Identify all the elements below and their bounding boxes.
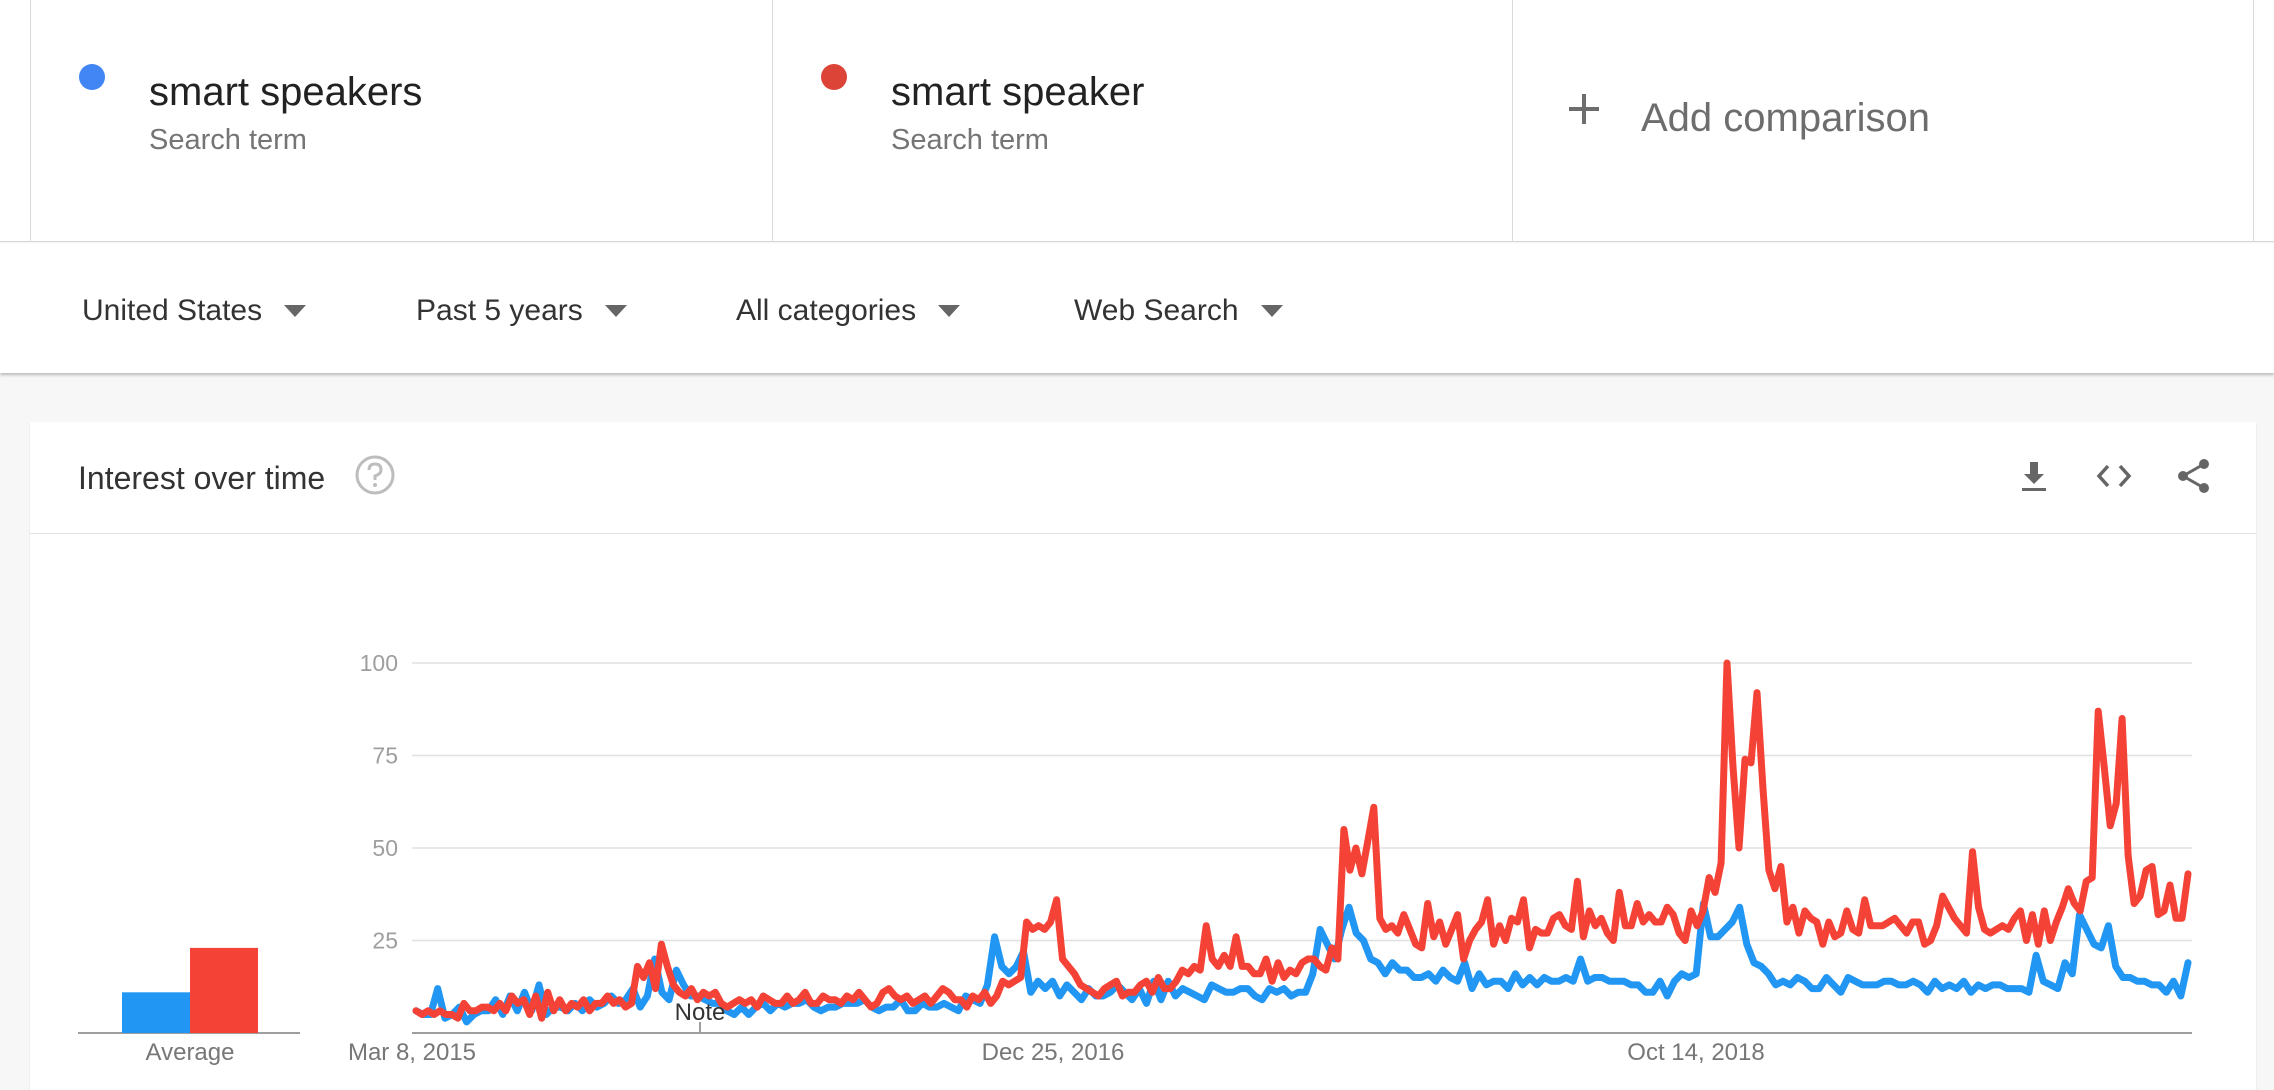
help-icon[interactable]	[354, 454, 396, 496]
download-icon[interactable]	[2014, 456, 2054, 496]
add-comparison-button[interactable]: Add comparison	[1512, 0, 2254, 242]
x-tick-label: Oct 14, 2018	[1627, 1039, 1764, 1066]
panel-title: Interest over time	[78, 460, 326, 496]
category-filter-label: All categories	[736, 294, 917, 327]
search-type-filter-label: Web Search	[1074, 294, 1239, 327]
term-name[interactable]: smart speaker	[891, 70, 1145, 114]
average-bar[interactable]	[122, 992, 190, 1033]
interest-over-time-panel: Interest over time 25 50 75 100 Mar 8, 2015 D…	[30, 422, 2256, 1090]
average-bar[interactable]	[190, 947, 258, 1033]
x-tick-label: Mar 8, 2015	[348, 1039, 476, 1066]
term-card-smart-speaker[interactable]: smart speaker Search term	[772, 0, 1512, 242]
interest-over-time-chart: 25 50 75 100 Mar 8, 2015 Dec 25, 2016 Oct 14, …	[78, 650, 2192, 1066]
search-type-filter[interactable]: Web Search	[1074, 291, 1283, 331]
region-filter[interactable]: United States	[82, 291, 307, 331]
y-tick-label: 100	[360, 650, 398, 676]
caret-down-icon	[938, 305, 961, 317]
filter-bar: United States Past 5 years All categorie…	[0, 243, 2274, 373]
note-label[interactable]: Note	[675, 999, 726, 1026]
average-label: Average	[146, 1039, 235, 1066]
term-card-smart-speakers[interactable]: smart speakers Search term	[30, 0, 772, 242]
y-tick-label: 50	[372, 835, 398, 861]
term-type: Search term	[891, 124, 1049, 156]
term-type: Search term	[149, 124, 307, 156]
panel-header: Interest over time	[30, 422, 2256, 534]
search-terms-bar: smart speakers Search term smart speaker…	[0, 0, 2274, 242]
y-tick-label: 25	[372, 928, 398, 954]
embed-icon[interactable]	[2094, 456, 2134, 496]
caret-down-icon	[604, 305, 627, 317]
caret-down-icon	[1260, 305, 1283, 317]
category-filter[interactable]: All categories	[736, 291, 961, 331]
caret-down-icon	[284, 305, 307, 317]
series-line[interactable]	[412, 659, 2192, 1022]
series-color-dot	[79, 64, 105, 90]
term-name[interactable]: smart speakers	[149, 70, 423, 114]
series-line[interactable]	[412, 900, 2192, 1026]
x-tick-label: Dec 25, 2016	[982, 1039, 1125, 1066]
y-tick-label: 75	[372, 743, 398, 769]
region-filter-label: United States	[82, 294, 263, 327]
add-comparison-label: Add comparison	[1641, 96, 1931, 140]
series-color-dot	[821, 64, 847, 90]
time-range-filter[interactable]: Past 5 years	[416, 291, 627, 331]
share-icon[interactable]	[2174, 456, 2214, 496]
time-range-filter-label: Past 5 years	[416, 294, 583, 327]
plus-icon	[1569, 94, 1599, 124]
